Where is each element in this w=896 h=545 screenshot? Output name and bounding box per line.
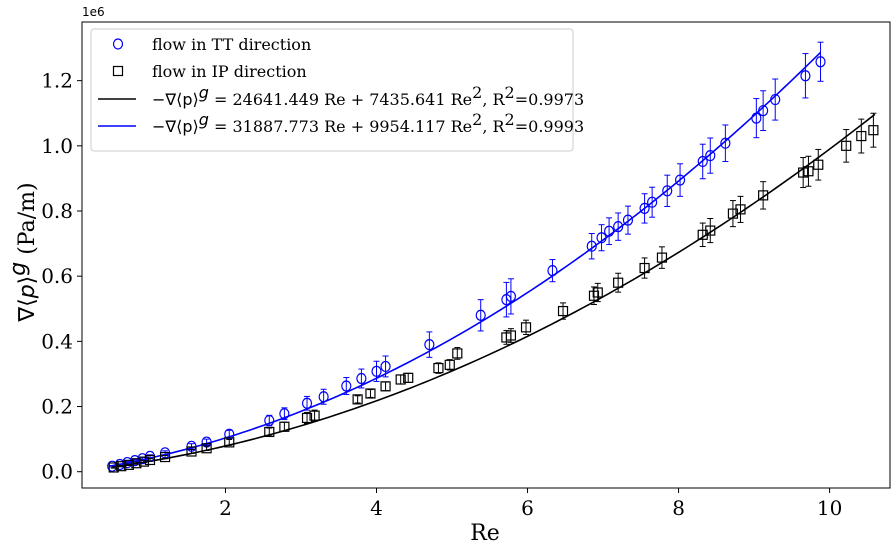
data-point [301,397,313,409]
data-point [403,372,414,383]
data-point [444,359,455,370]
legend-label-fit-2: −∇⟨p⟩g = 31887.773 Re + 9954.117 Re2, R2… [152,110,584,136]
y-tick-label: 1.0 [41,134,73,158]
y-axis-label-text: ∇⟨ [15,298,40,322]
data-point [720,137,731,149]
data-point [588,290,600,301]
data-point [116,461,127,472]
data-point [309,410,320,421]
y-axis-label: ∇⟨p⟩g (Pa/m) [6,182,40,322]
data-point [751,112,762,124]
data-point [813,159,824,170]
data-point [662,185,673,197]
x-tick-label: 8 [672,496,685,520]
data-point [475,309,486,321]
axes-frame [81,21,891,489]
data-point [647,196,658,208]
data-point [186,446,197,457]
data-point [144,454,156,466]
data-point [380,381,391,392]
y-tick-label: 0.2 [41,395,73,419]
legend-label-ip: flow in IP direction [152,62,307,81]
data-point [279,421,290,432]
data-point [371,365,382,377]
legend-box [90,28,574,152]
data-point [800,70,811,82]
data-point [520,322,532,333]
plot-area [107,41,879,473]
y-tick-label: 0.4 [41,329,73,353]
data-point [279,408,290,420]
data-point [868,125,879,136]
x-tick-label: 4 [370,496,383,520]
axes: 2 4 6 8 10 0.0 0.2 0.4 0.6 0.8 1.0 1.2 [41,21,891,520]
data-point [758,190,769,201]
data-point [557,305,569,317]
data-point [264,426,275,438]
data-point [395,374,406,385]
series-1 [107,41,826,472]
fit-line-1 [112,113,876,468]
data-point [318,391,329,403]
data-point [264,414,275,427]
series-2 [108,112,879,473]
data-point [856,130,867,142]
x-axis-label: Re [470,521,500,545]
data-point [424,339,435,351]
data-point [592,287,603,298]
y-tick-label: 1.2 [41,69,73,93]
data-point [758,105,769,117]
data-point [735,204,746,215]
x-tick-label: 6 [521,496,534,520]
data-point [365,388,376,399]
data-point [505,330,517,341]
data-point [613,277,624,288]
legend-marker-square [112,65,124,77]
y-tick-label: 0.0 [41,460,73,484]
data-point [798,167,809,178]
data-point [301,412,313,424]
legend: flow in TT direction flow in IP direction… [90,28,584,152]
data-point [705,225,716,236]
x-tick-label: 10 [817,496,842,520]
data-point [224,437,235,448]
y-tick-label: 0.6 [41,264,73,288]
data-point [131,458,142,469]
legend-label-tt: flow in TT direction [152,35,311,54]
data-point [341,380,352,392]
data-point [380,360,391,373]
data-point [674,174,686,186]
data-point [352,394,363,405]
data-point [356,372,367,385]
y-offset-label: 1e6 [82,5,105,19]
data-point [596,232,607,244]
data-point [123,459,134,470]
data-point [639,202,650,214]
data-point [547,265,558,277]
data-point [841,140,852,151]
data-point [603,225,615,237]
data-point [613,221,624,233]
data-point [159,451,171,463]
data-point [505,290,517,302]
data-point [622,214,634,226]
data-point [656,252,668,263]
legend-label-fit-1: −∇⟨p⟩g = 24641.449 Re + 7435.641 Re2, R2… [152,83,584,109]
data-point [201,443,212,454]
y-tick-label: 0.8 [41,199,73,223]
data-point [639,262,650,274]
data-point [705,150,716,162]
data-point [108,462,119,473]
data-point [697,155,708,168]
data-point [770,93,781,106]
data-point [452,348,463,359]
svg-text:∇⟨p⟩g (Pa/m): ∇⟨p⟩g (Pa/m) [6,182,40,322]
legend-marker-circle [112,38,124,50]
data-point [815,56,826,68]
x-tick-label: 2 [219,496,232,520]
data-point [433,362,444,374]
data-point [586,240,597,252]
data-point [803,166,814,177]
